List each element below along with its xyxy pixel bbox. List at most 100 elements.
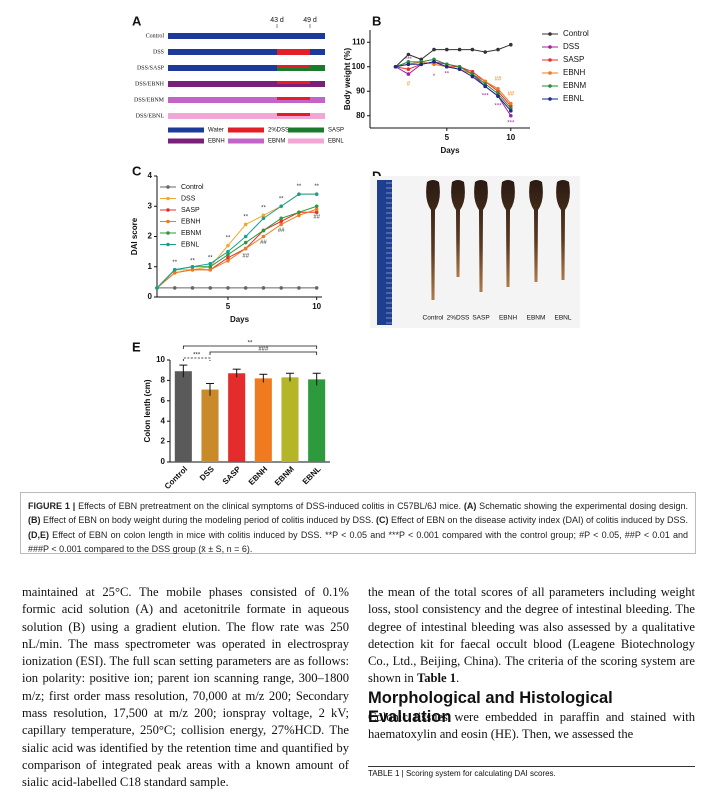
data-point <box>457 67 462 71</box>
x-tick-label: EBNL <box>301 464 323 486</box>
text-run: (A) <box>463 501 477 511</box>
y-axis-label: Body weight (%) <box>343 48 352 111</box>
text-run: Effect of EBN on colon length in mice wi… <box>28 529 688 554</box>
group-label: DSS/EBNH <box>135 81 165 87</box>
x-tick-label: 5 <box>445 133 450 142</box>
ruler-ticks <box>386 182 392 324</box>
data-point <box>261 286 266 290</box>
legend-marker <box>548 58 552 62</box>
x-tick-label: Control <box>163 465 189 490</box>
y-tick-label: 2 <box>161 437 166 446</box>
x-tick-label: 10 <box>506 133 515 142</box>
text-run: Table 1 <box>416 671 457 686</box>
significance-mark: ## <box>313 214 320 220</box>
dosing-bar <box>310 65 325 71</box>
legend-label: EBNL <box>181 241 199 248</box>
significance-bracket <box>182 345 318 349</box>
dosing-bar <box>277 81 310 84</box>
y-axis-label: Colon lenth (cm) <box>143 379 152 442</box>
significance-mark: ** <box>248 341 253 347</box>
data-point <box>406 52 411 57</box>
data-point <box>314 207 319 212</box>
data-point <box>509 109 513 113</box>
dosing-bar <box>277 97 310 100</box>
y-tick-label: 100 <box>352 62 366 71</box>
data-point <box>261 234 266 239</box>
panel-label: A <box>132 13 142 28</box>
colon <box>556 180 570 280</box>
dosing-bar <box>277 84 310 87</box>
data-point <box>172 271 177 275</box>
data-point <box>226 286 230 290</box>
ruler <box>377 180 392 325</box>
legend-label: Control <box>563 29 589 38</box>
text-run: Effect of EBN on body weight during the … <box>40 515 377 526</box>
x-tick-label: EBNH <box>247 464 270 487</box>
data-point <box>297 213 301 218</box>
legend-marker <box>166 242 170 247</box>
data-point <box>314 210 319 215</box>
bar <box>254 378 272 462</box>
dosing-bar <box>310 49 325 55</box>
significance-mark: ** <box>261 205 266 211</box>
series-line <box>395 61 512 107</box>
dosing-bar <box>168 81 277 87</box>
legend-marker <box>166 185 170 189</box>
significance-bracket <box>209 351 318 355</box>
dosing-bar <box>277 68 310 71</box>
y-tick-label: 80 <box>356 111 365 120</box>
text-run: Effects of EBN pretreatment on the clini… <box>78 501 464 511</box>
data-point <box>261 228 266 233</box>
data-point <box>483 50 488 54</box>
data-point <box>445 47 449 52</box>
x-tick-label: EBNM <box>273 464 296 487</box>
data-point <box>226 243 230 248</box>
significance-mark: *** <box>507 121 515 127</box>
y-tick-label: 10 <box>156 355 165 364</box>
sample-label: EBNH <box>499 315 517 322</box>
legend-swatch <box>228 127 264 133</box>
data-point <box>155 286 159 290</box>
legend-swatch <box>288 138 324 144</box>
significance-mark: # <box>407 81 411 87</box>
y-axis-label: DAI score <box>130 217 139 255</box>
colon <box>451 180 465 277</box>
significance-mark: ** <box>172 260 177 266</box>
legend-label: EBNM <box>181 230 201 237</box>
y-tick-label: 4 <box>161 416 166 425</box>
data-point <box>172 267 177 272</box>
significance-bracket <box>182 357 211 361</box>
group-label: DSS <box>153 49 164 55</box>
data-point <box>226 255 230 260</box>
bar <box>228 373 246 462</box>
legend-marker <box>166 208 170 212</box>
legend-label: Control <box>181 184 204 191</box>
text-run: the mean of the total scores of all para… <box>368 585 695 686</box>
dosing-bar <box>310 113 325 119</box>
legend-label: DSS <box>563 42 579 51</box>
significance-mark: ** <box>243 214 248 220</box>
legend-marker <box>166 196 170 201</box>
data-point <box>190 264 195 269</box>
bar <box>281 377 299 462</box>
data-point <box>208 264 213 269</box>
data-point <box>208 261 213 266</box>
legend-label: DSS <box>181 195 196 202</box>
sample-label: Control <box>423 315 445 322</box>
y-tick-label: 0 <box>161 457 166 466</box>
data-point <box>470 47 475 52</box>
significance-mark: ** <box>226 236 231 242</box>
y-tick-label: 4 <box>148 171 153 180</box>
text-run: FIGURE 1 | <box>28 501 79 511</box>
data-point <box>243 286 248 290</box>
y-tick-label: 6 <box>161 396 166 405</box>
figure: A C B D E 43 d 49 d Control DSS DSS/SASP DSS/… <box>130 13 589 490</box>
text-run: . <box>456 671 460 686</box>
dosing-bar <box>277 113 310 116</box>
dosing-bar <box>277 100 310 103</box>
data-point <box>226 249 230 254</box>
x-tick-label: SASP <box>221 464 243 486</box>
legend-marker <box>548 97 552 101</box>
legend-swatch <box>168 127 204 133</box>
data-point <box>226 258 230 263</box>
